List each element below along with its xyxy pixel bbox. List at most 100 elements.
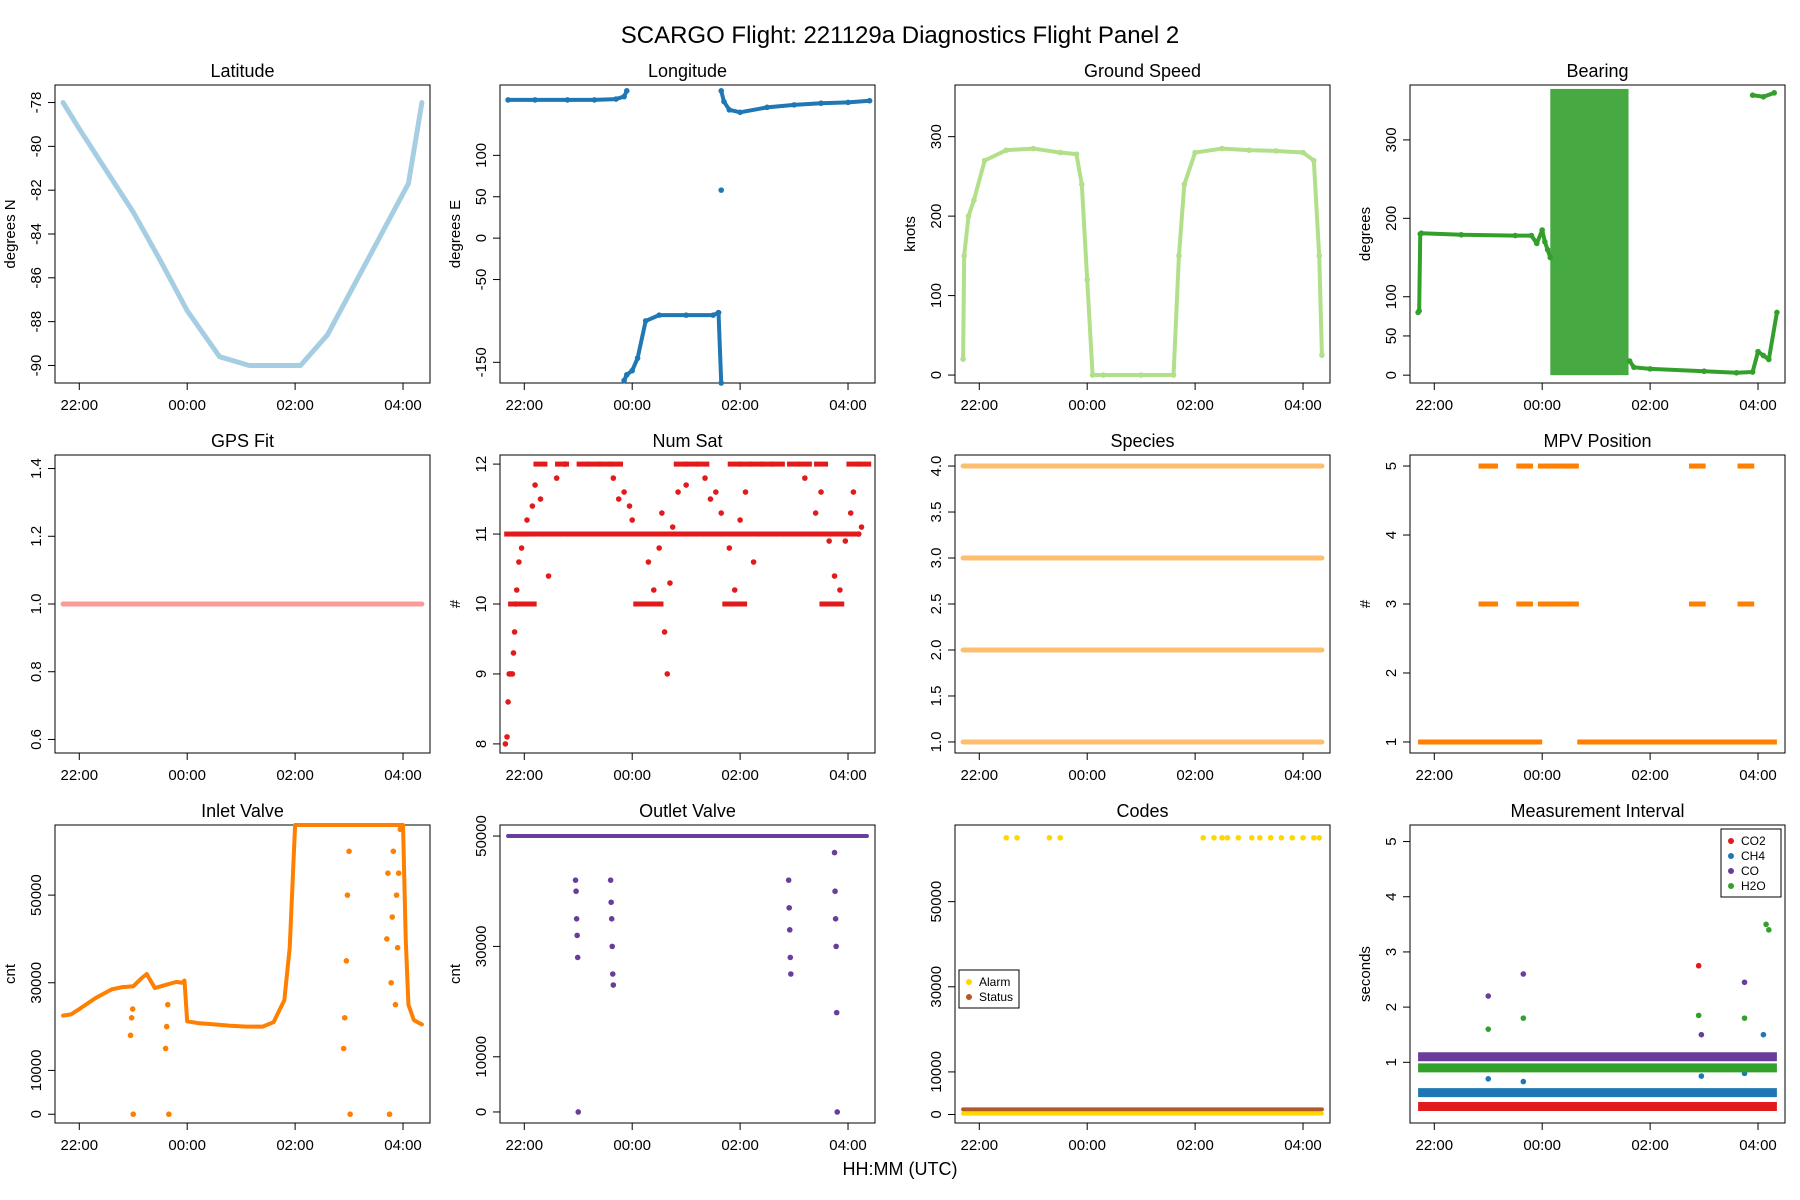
num_sat-point — [750, 559, 757, 565]
panel-gps_fit: GPS Fit 0.6 0.8 1.0 1.2 1.4 22:00 00:00 02:00 04:… — [28, 431, 431, 784]
inlet_valve-point — [347, 1111, 353, 1118]
outlet_valve-point — [832, 916, 839, 922]
bearing-frame — [1409, 84, 1786, 384]
codes-xtick-label: 04:00 — [1284, 1137, 1322, 1154]
longitude-point — [845, 99, 851, 106]
bearing-ylabel: degrees — [1357, 207, 1374, 261]
mpv_position-point — [1519, 601, 1534, 607]
longitude-point — [505, 97, 511, 103]
outlet_valve-point — [786, 927, 793, 933]
inlet_valve-point — [390, 848, 397, 855]
longitude-point — [621, 377, 627, 384]
inlet_valve-point — [344, 892, 351, 898]
longitude-ytick-label: 50 — [473, 188, 490, 205]
outlet_valve-ytick-label: 0 — [473, 1108, 490, 1116]
mpv_position-point — [1483, 463, 1498, 469]
species-frame — [954, 454, 1331, 754]
num_sat-point — [831, 573, 838, 579]
bearing-ytick-label: 50 — [1383, 328, 1400, 345]
measurement_interval-series-CO2 — [1418, 962, 1777, 1111]
outlet_valve-ytick-label: 50000 — [473, 815, 490, 857]
num_sat-ytick-label: 10 — [473, 596, 490, 613]
bearing-ytick-label: 0 — [1383, 371, 1400, 379]
num_sat-point — [502, 741, 509, 747]
ground_speed-xtick-label: 02:00 — [1176, 397, 1214, 414]
bearing-point — [1647, 366, 1653, 372]
longitude-series-seg2 — [621, 309, 722, 384]
outlet_valve-xtick-label: 00:00 — [613, 1137, 651, 1154]
num_sat-point — [850, 489, 857, 495]
ground_speed-point — [1311, 157, 1317, 164]
num_sat-point — [615, 496, 622, 502]
codes-point — [1235, 834, 1242, 841]
longitude-ytick-label: -150 — [473, 347, 490, 377]
bearing-series-seg3 — [1749, 90, 1778, 100]
bearing-point — [1528, 232, 1535, 239]
ground_speed-point — [1003, 147, 1010, 153]
num_sat-point — [656, 545, 662, 551]
num_sat-point — [770, 461, 785, 467]
longitude-series-outlier — [718, 187, 725, 193]
num_sat-point — [513, 587, 520, 593]
ground_speed-point — [1073, 151, 1080, 157]
num_sat-point — [858, 524, 865, 530]
inlet_valve-point — [392, 1001, 399, 1008]
longitude-point — [710, 312, 716, 318]
num_sat-xtick-label: 22:00 — [506, 767, 544, 784]
species-ytick-label: 2.5 — [928, 594, 945, 615]
latitude-ytick-label: -84 — [28, 223, 45, 245]
inlet_valve-title: Inlet Valve — [201, 801, 284, 821]
species-ytick-label: 3.0 — [928, 548, 945, 569]
num_sat-ylabel: # — [447, 599, 464, 608]
bearing-xtick-label: 00:00 — [1523, 397, 1561, 414]
inlet_valve-ylabel: cnt — [2, 963, 19, 984]
inlet_valve-series-main — [61, 823, 424, 1029]
measurement_interval-legend-marker — [1728, 883, 1734, 889]
measurement_interval-point — [1698, 1073, 1705, 1079]
num_sat-point — [837, 587, 843, 593]
panel-outlet_valve: Outlet Valve cnt 0 10000 30000 50000 22:00 00:0… — [447, 801, 876, 1154]
longitude-xtick-label: 02:00 — [721, 397, 759, 414]
num_sat-point — [587, 461, 602, 467]
inlet_valve-point — [385, 870, 391, 877]
mpv_position-series-pos5 — [1478, 463, 1755, 469]
ground_speed-ytick-label: 200 — [928, 204, 945, 229]
mpv_position-point — [1740, 601, 1755, 607]
panel-ground_speed: Ground Speed knots 0 100 200 300 22:00 00:00 02:… — [902, 61, 1331, 414]
mpv_position-ytick-label: 4 — [1383, 531, 1400, 539]
panel-num_sat: Num Sat #8 9 10 11 12 22:00 00:00 02:00 04:00 — [447, 431, 876, 784]
ground_speed-point — [1078, 181, 1085, 188]
panel-mpv_position: MPV Position #1 2 3 4 5 22:00 00:00 02:00 04:00 — [1357, 431, 1786, 784]
num_sat-point — [802, 475, 808, 481]
num_sat-frame — [499, 454, 876, 754]
inlet_valve-point — [129, 1006, 136, 1012]
bearing-point — [1533, 240, 1540, 247]
panel-bearing: Bearing degrees 0 50 100 200 300 22:00 00:00 02:0… — [1357, 61, 1786, 414]
mpv_position-xtick-label: 04:00 — [1739, 767, 1777, 784]
bearing-point — [1512, 232, 1519, 239]
inlet_valve-point — [128, 1015, 135, 1021]
outlet_valve-point — [575, 1109, 582, 1115]
species-xtick-label: 04:00 — [1284, 767, 1322, 784]
mpv_position-point — [1483, 601, 1498, 607]
outlet_valve-point — [787, 954, 794, 961]
measurement_interval-point — [1485, 1076, 1492, 1082]
num_sat-point — [737, 517, 743, 523]
panel-inlet_valve: Inlet Valve cnt 0 10000 30000 50000 22:00 00:00… — [2, 801, 431, 1154]
inlet_valve-point — [343, 958, 350, 964]
measurement_interval-xtick-label: 02:00 — [1631, 1137, 1669, 1154]
num_sat-point — [509, 671, 516, 677]
inlet_valve-line — [61, 823, 424, 1029]
bearing-point — [1760, 93, 1767, 100]
outlet_valve-point — [786, 904, 793, 911]
species-xtick-label: 00:00 — [1068, 767, 1106, 784]
num_sat-point — [524, 517, 530, 523]
longitude-point — [656, 312, 662, 318]
latitude-frame — [54, 84, 431, 384]
mpv_position-xtick-label: 02:00 — [1631, 767, 1669, 784]
num_sat-point — [675, 489, 681, 495]
outlet_valve-point — [831, 849, 838, 856]
num_sat-xtick-label: 04:00 — [829, 767, 867, 784]
bearing-point — [1458, 231, 1465, 238]
num_sat-point — [812, 510, 819, 516]
